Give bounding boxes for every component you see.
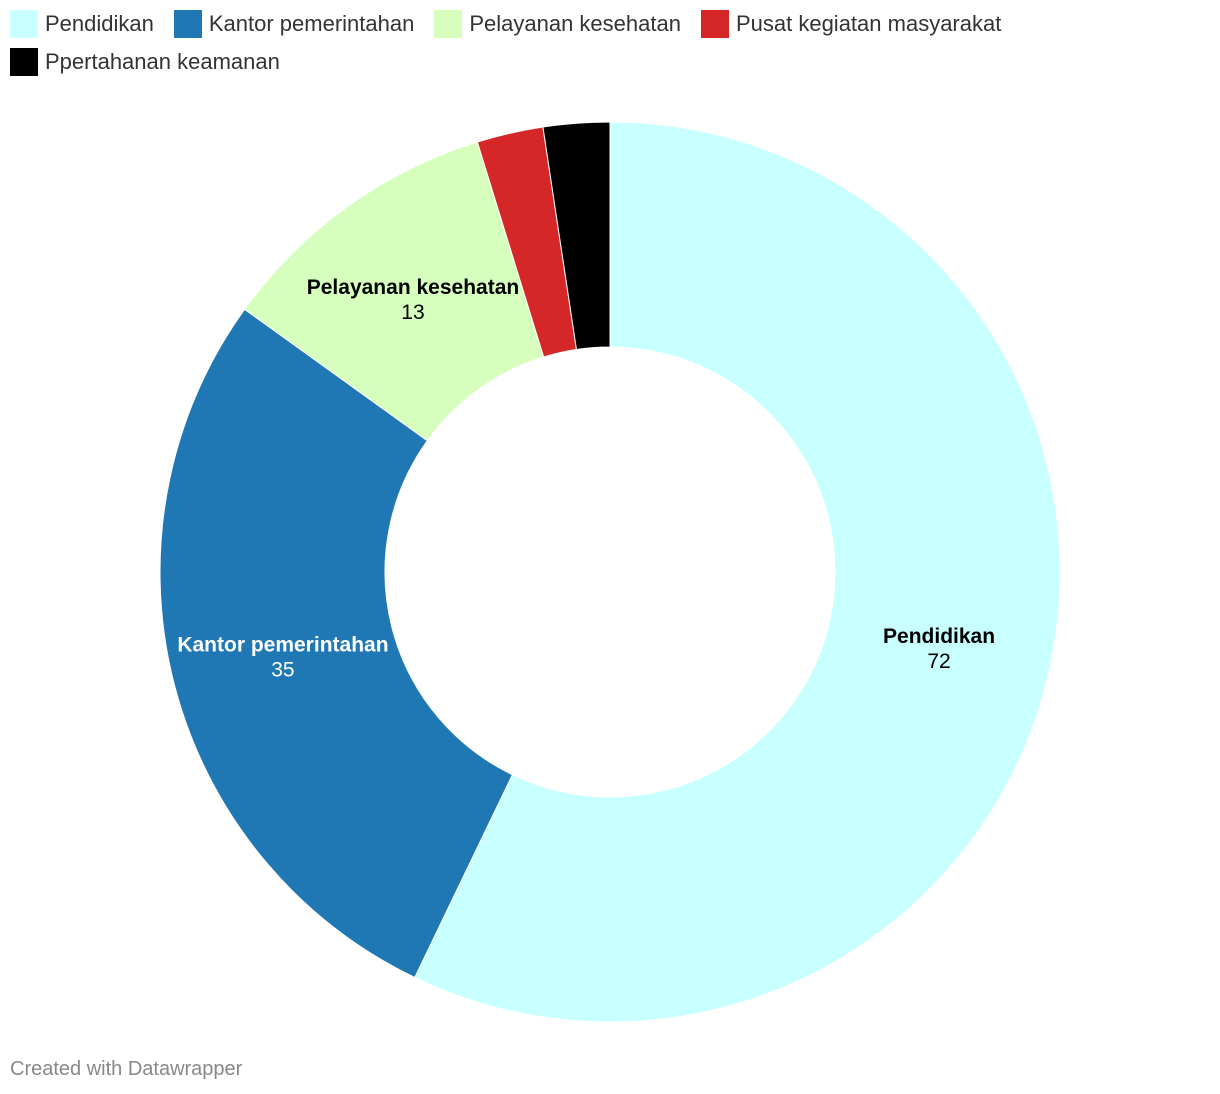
slice-label-value: 13 [401, 301, 424, 324]
legend-swatch [10, 47, 38, 76]
donut-slice-ppertahanan-keamanan [542, 121, 611, 351]
legend-item-kantor-pemerintahan: Kantor pemerintahan [173, 8, 415, 39]
donut-slice-pelayanan-kesehatan [243, 141, 545, 442]
legend-label: Ppertahanan keamanan [45, 48, 280, 74]
slice-label-value: 35 [271, 658, 294, 681]
legend-item-pelayanan-kesehatan: Pelayanan kesehatan [434, 8, 681, 39]
legend-label: Kantor pemerintahan [208, 10, 415, 36]
slice-label-name: Pendidikan [883, 625, 995, 648]
donut-slice-kantor-pemerintahan [159, 308, 514, 979]
legend-label: Pelayanan kesehatan [469, 10, 681, 36]
legend-swatch [700, 9, 729, 38]
legend-swatch [10, 9, 38, 38]
legend-swatch [434, 9, 463, 38]
donut-slice-pendidikan [414, 121, 1061, 1023]
slice-label-name: Pelayanan kesehatan [307, 276, 519, 299]
slice-label-name: Kantor pemerintahan [177, 633, 388, 656]
legend-item-pendidikan: Pendidikan [10, 8, 154, 39]
legend-item-pertahanan-keamanan: Ppertahanan keamanan [10, 46, 280, 77]
slice-label-value: 72 [927, 650, 950, 673]
chart-legend: Pendidikan Kantor pemerintahan Pelayanan… [10, 8, 1210, 77]
legend-item-pusat-kegiatan-masyarakat: Pusat kegiatan masyarakat [700, 8, 1002, 39]
legend-label: Pendidikan [45, 10, 154, 36]
legend-label: Pusat kegiatan masyarakat [735, 10, 1002, 36]
legend-swatch [173, 9, 202, 38]
footer-credit: Created with Datawrapper [10, 1058, 243, 1080]
